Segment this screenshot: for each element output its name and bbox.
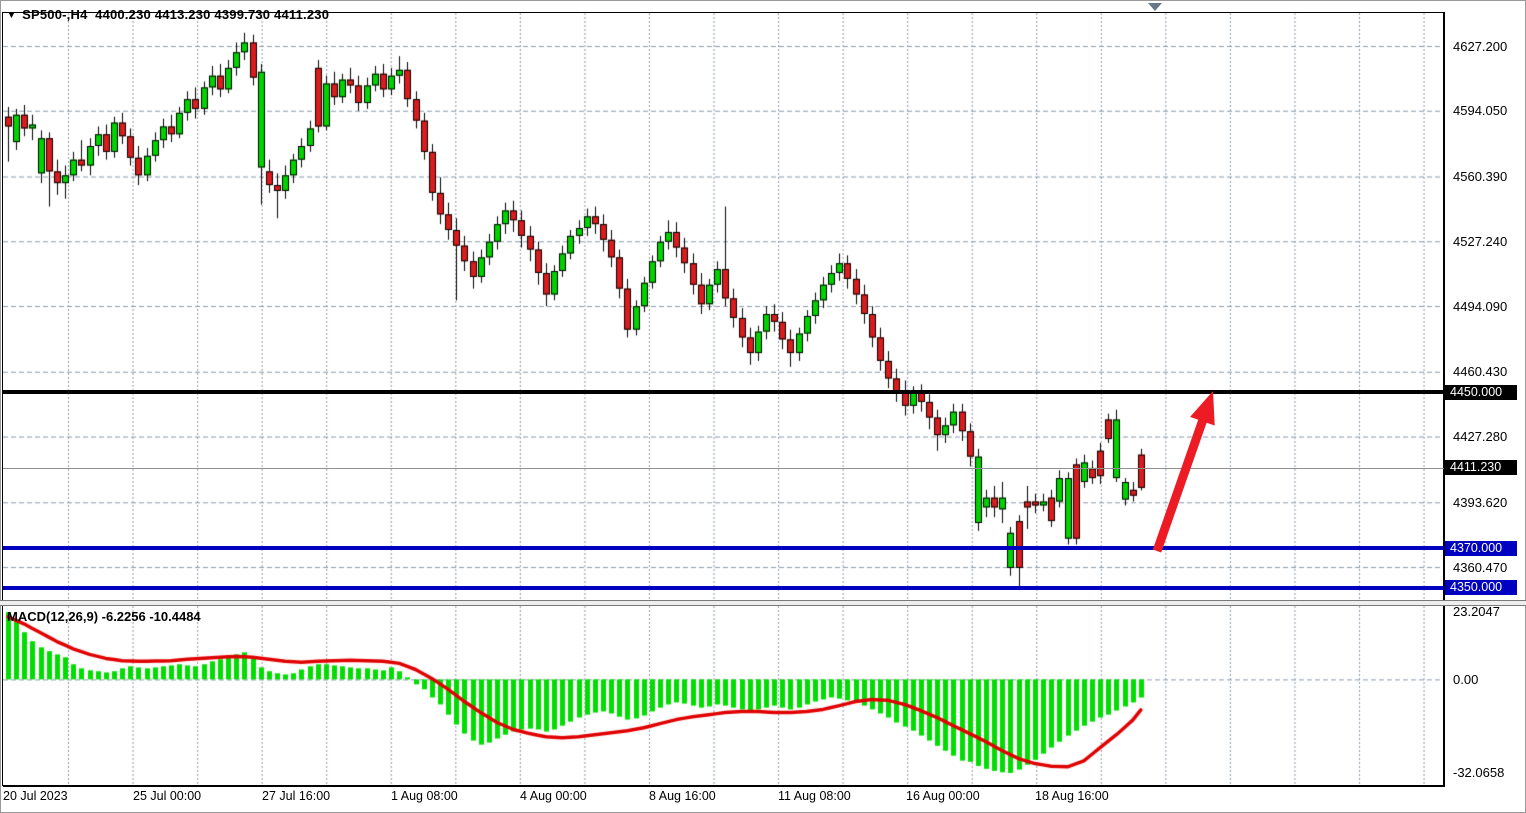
chart-top-border [3,12,1444,13]
ohlc-values: 4400.230 4413.230 4399.730 4411.230 [95,7,330,22]
bullish-arrow-annotation[interactable] [1145,385,1225,560]
support-line-4350[interactable] [3,585,1444,590]
pane-separator[interactable] [0,600,1526,606]
macd-axis-tick: 23.2047 [1453,604,1500,620]
price-axis[interactable]: 4627.200 4594.050 4560.390 4527.240 4494.090… [1445,0,1526,786]
price-axis-tick: 4427.280 [1453,429,1508,444]
price-badge-4370: 4370.000 [1445,540,1517,556]
macd-indicator-label: MACD(12,26,9) -6.2256 -10.4484 [7,609,201,624]
price-axis-tick: 4560.390 [1453,169,1508,184]
price-badge-4411.23: 4411.230 [1445,460,1517,476]
price-axis-border [1443,12,1445,786]
current-price-line [3,467,1444,469]
current-bar-marker-icon[interactable] [1148,3,1162,11]
time-axis-label: 1 Aug 08:00 [391,789,458,803]
support-line-4370[interactable] [3,546,1444,551]
time-axis-label: 20 Jul 2023 [3,789,68,803]
price-axis-tick: 4360.470 [1453,559,1508,575]
price-axis-tick: 4594.050 [1453,103,1508,119]
price-axis-tick: 4393.620 [1453,494,1508,510]
time-axis-label: 11 Aug 08:00 [778,789,851,803]
time-axis-label: 27 Jul 16:00 [262,789,331,803]
time-axis-label: 18 Aug 16:00 [1035,789,1109,803]
price-axis-tick: 4627.200 [1453,38,1508,54]
price-chart-canvas[interactable] [3,12,1445,600]
price-axis-tick: 4527.240 [1453,233,1508,249]
resistance-line-4450[interactable] [3,390,1444,395]
price-badge-4450: 4450.000 [1445,384,1517,400]
macd-axis-tick: 0.00 [1453,671,1479,687]
symbol-period-label: SP500-,H4 [22,7,88,22]
time-axis[interactable]: 20 Jul 2023 25 Jul 00:00 27 Jul 16:00 1 Aug… [3,789,1444,809]
macd-indicator-canvas[interactable] [3,606,1445,786]
price-axis-tick: 4494.090 [1453,298,1508,314]
macd-bottom-border [3,785,1445,787]
price-badge-4350: 4350.000 [1445,580,1517,595]
macd-axis-tick: -32.0658 [1453,765,1505,781]
time-axis-label: 4 Aug 00:00 [520,789,587,803]
time-axis-label: 25 Jul 00:00 [133,789,202,803]
symbol-dropdown-icon[interactable]: ▼ [7,10,17,20]
chart-title: ▼ SP500-,H4 4400.230 4413.230 4399.730 44… [7,7,329,22]
time-axis-label: 8 Aug 16:00 [649,789,716,803]
chart-left-border [2,12,3,786]
price-axis-tick: 4460.430 [1453,364,1508,380]
time-axis-label: 16 Aug 00:00 [906,789,980,803]
